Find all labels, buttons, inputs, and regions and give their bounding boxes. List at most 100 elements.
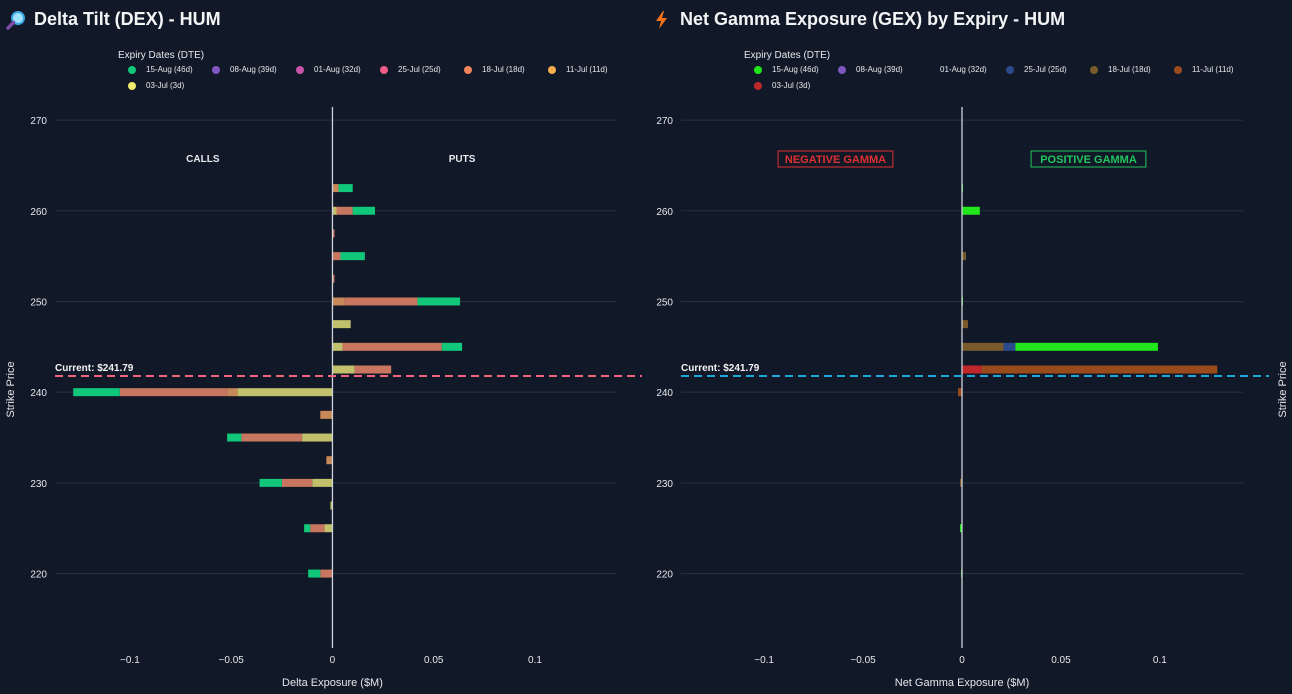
legend-dot bbox=[1174, 65, 1182, 74]
x-tick-label: −0.05 bbox=[850, 655, 876, 666]
bar-segment bbox=[962, 320, 968, 329]
delta-tilt-title: Delta Tilt (DEX) - HUM bbox=[6, 9, 221, 30]
bar-segment bbox=[73, 388, 120, 397]
positive-gamma-label: POSITIVE GAMMA bbox=[1040, 154, 1137, 166]
y-tick-label: 260 bbox=[30, 207, 47, 218]
dex-legend-item[interactable]: 15-Aug (46d) bbox=[128, 65, 193, 74]
bar-segment bbox=[332, 365, 355, 374]
bar-segment bbox=[1003, 342, 1016, 351]
y-tick-label: 230 bbox=[656, 479, 673, 490]
bar-segment bbox=[332, 320, 351, 329]
legend-dot bbox=[380, 65, 388, 74]
bar-segment bbox=[354, 365, 392, 374]
dex-legend-item[interactable]: 03-Jul (3d) bbox=[128, 81, 184, 90]
bar-segment bbox=[960, 478, 962, 487]
y-axis-label: Strike Price bbox=[1277, 361, 1289, 417]
gex-title-text: Net Gamma Exposure (GEX) by Expiry - HUM bbox=[680, 9, 1066, 29]
bar-segment bbox=[960, 524, 962, 533]
bar-segment bbox=[241, 433, 303, 442]
x-tick-label: 0 bbox=[959, 655, 965, 666]
gex-legend-item[interactable]: 15-Aug (46d) bbox=[754, 65, 819, 74]
delta-tilt-panel: Delta Tilt (DEX) - HUM Expiry Dates (DTE… bbox=[5, 9, 642, 689]
x-tick-label: 0.05 bbox=[1051, 655, 1071, 666]
legend-dot bbox=[128, 81, 136, 90]
dex-legend-item[interactable]: 18-Jul (18d) bbox=[464, 65, 525, 74]
current-price-label: Current: $241.79 bbox=[681, 363, 760, 374]
dex-legend-item[interactable]: 11-Jul (11d) bbox=[548, 65, 608, 74]
x-axis-label: Net Gamma Exposure ($M) bbox=[895, 677, 1029, 689]
y-tick-label: 250 bbox=[30, 297, 47, 308]
bar-segment bbox=[958, 388, 962, 397]
legend-dot bbox=[1006, 65, 1014, 74]
bar-segment bbox=[237, 388, 333, 397]
bar-segment bbox=[227, 433, 242, 442]
legend-label: 25-Jul (25d) bbox=[1024, 65, 1067, 74]
gex-legend-item[interactable]: 01-Aug (32d) bbox=[922, 65, 987, 74]
legend-label: 03-Jul (3d) bbox=[772, 81, 811, 90]
bar-segment bbox=[338, 184, 353, 193]
bar-segment bbox=[227, 388, 238, 397]
bar-segment bbox=[336, 206, 353, 215]
legend-dot bbox=[1090, 65, 1098, 74]
bar-segment bbox=[332, 252, 341, 261]
current-price-label: Current: $241.79 bbox=[55, 363, 134, 374]
gex-legend-item[interactable]: 03-Jul (3d) bbox=[754, 81, 810, 90]
bar-segment bbox=[281, 478, 313, 487]
gex-chart: 220 230 240 250 260 270 −0.1 −0.05 0 0.05 0.1 Net G… bbox=[656, 107, 1289, 689]
bar-segment bbox=[962, 206, 980, 215]
gex-legend-item[interactable]: 25-Jul (25d) bbox=[1006, 65, 1067, 74]
y-tick-label: 230 bbox=[30, 479, 47, 490]
x-axis-label: Delta Exposure ($M) bbox=[282, 677, 383, 689]
gex-legend-item[interactable]: 18-Jul (18d) bbox=[1090, 65, 1151, 74]
calls-label: CALLS bbox=[186, 154, 220, 165]
bar-segment bbox=[259, 478, 282, 487]
gex-legend-item[interactable]: 11-Jul (11d) bbox=[1174, 65, 1234, 74]
negative-gamma-label: NEGATIVE GAMMA bbox=[785, 154, 886, 166]
dex-legend-item[interactable]: 25-Jul (25d) bbox=[380, 65, 441, 74]
bar-segment bbox=[332, 342, 343, 351]
bar-segment bbox=[304, 524, 311, 533]
dex-legend-title: Expiry Dates (DTE) bbox=[118, 50, 205, 61]
delta-tilt-chart: 220 230 240 250 260 270 −0.1 −0.05 0 0.05 0.1 Delta… bbox=[5, 107, 642, 689]
y-tick-label: 270 bbox=[30, 116, 47, 127]
bar-segment bbox=[1015, 342, 1158, 351]
x-tick-label: −0.1 bbox=[754, 655, 774, 666]
legend-dot bbox=[464, 65, 472, 74]
dex-legend-item[interactable]: 01-Aug (32d) bbox=[296, 65, 361, 74]
bar-segment bbox=[962, 365, 982, 374]
x-tick-label: 0 bbox=[330, 655, 336, 666]
legend-label: 15-Aug (46d) bbox=[146, 65, 193, 74]
y-tick-label: 260 bbox=[656, 207, 673, 218]
gex-legend-title: Expiry Dates (DTE) bbox=[744, 50, 831, 61]
bar-segment bbox=[340, 252, 365, 261]
y-tick-label: 250 bbox=[656, 297, 673, 308]
bar-segment bbox=[352, 206, 375, 215]
x-tick-label: −0.05 bbox=[219, 655, 245, 666]
bar-segment bbox=[302, 433, 333, 442]
bar-segment bbox=[332, 274, 335, 283]
legend-dot bbox=[212, 65, 220, 74]
delta-tilt-title-text: Delta Tilt (DEX) - HUM bbox=[34, 9, 221, 29]
bar-segment bbox=[332, 297, 345, 306]
lightning-icon bbox=[652, 10, 672, 30]
dex-legend-item[interactable]: 08-Aug (39d) bbox=[212, 65, 277, 74]
legend-label: 25-Jul (25d) bbox=[398, 65, 441, 74]
negative-gamma-box bbox=[777, 150, 894, 168]
bar-segment bbox=[320, 569, 333, 578]
legend-label: 01-Aug (32d) bbox=[940, 65, 987, 74]
legend-dot bbox=[296, 65, 304, 74]
legend-dot bbox=[922, 65, 930, 74]
gex-title: Net Gamma Exposure (GEX) by Expiry - HUM bbox=[652, 9, 1065, 30]
legend-dot bbox=[838, 65, 846, 74]
legend-label: 08-Aug (39d) bbox=[230, 65, 277, 74]
x-tick-label: 0.05 bbox=[424, 655, 444, 666]
x-tick-label: 0.1 bbox=[1153, 655, 1167, 666]
gex-legend-item[interactable]: 08-Aug (39d) bbox=[838, 65, 903, 74]
bar-segment bbox=[332, 229, 335, 238]
bar-segment bbox=[308, 569, 321, 578]
positive-gamma-box bbox=[1030, 150, 1147, 168]
bar-segment bbox=[962, 342, 1004, 351]
legend-label: 03-Jul (3d) bbox=[146, 81, 185, 90]
bar-segment bbox=[332, 184, 339, 193]
bar-segment bbox=[310, 524, 325, 533]
